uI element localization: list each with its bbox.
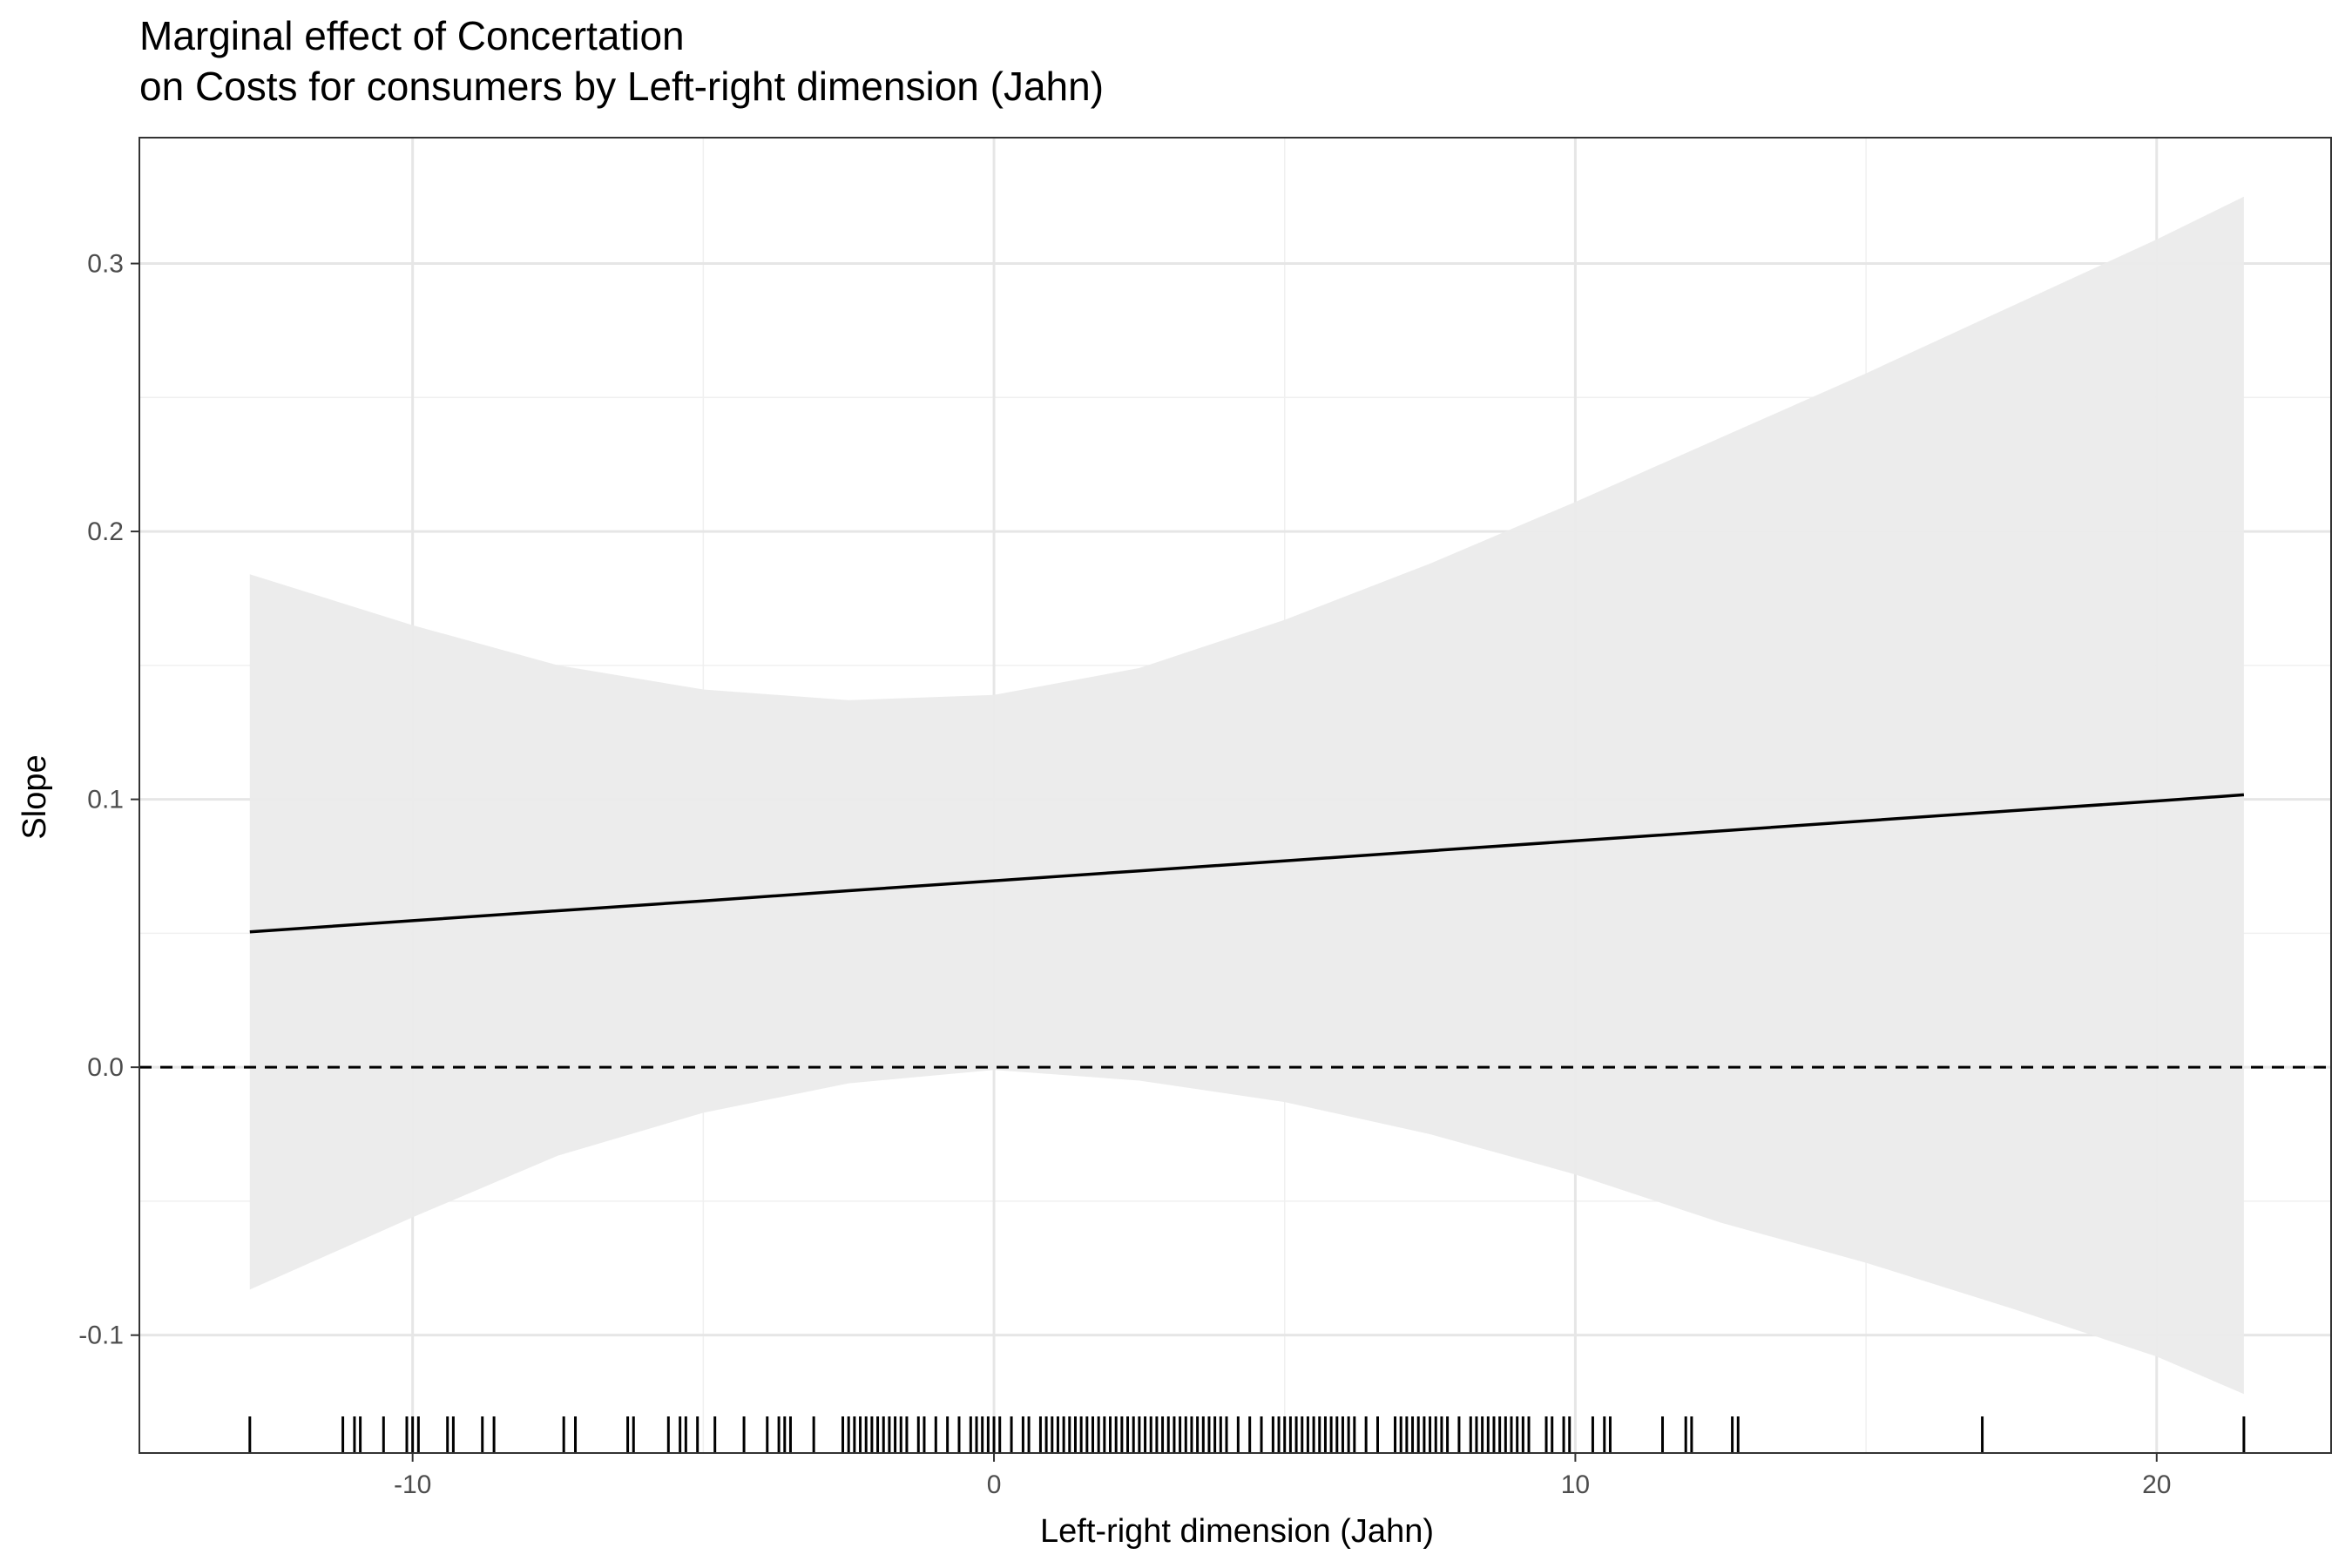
x-axis-ticks: -10 0 10 20	[394, 1453, 2171, 1499]
x-axis-title: Left-right dimension (Jahn)	[1040, 1513, 1434, 1550]
chart-subtitle: on Costs for consumers by Left-right dim…	[139, 64, 1105, 109]
x-tick-label: -10	[394, 1470, 431, 1499]
marginal-effect-line	[249, 793, 2245, 934]
y-tick-label: -0.1	[78, 1321, 124, 1350]
y-tick-label: 0.1	[87, 786, 124, 814]
panel-border	[139, 137, 2332, 1454]
x-tick-label: 10	[1561, 1470, 1590, 1499]
y-tick-label: 0.2	[87, 517, 124, 546]
confidence-band	[249, 196, 2244, 1395]
x-tick-label: 0	[987, 1470, 1002, 1499]
y-tick-label: 0.0	[87, 1053, 124, 1082]
y-axis-ticks: -0.1 0.0 0.1 0.2 0.3	[78, 250, 139, 1350]
y-tick-label: 0.3	[87, 250, 124, 279]
rug-marks	[248, 1416, 2246, 1453]
x-tick-label: 20	[2142, 1470, 2171, 1499]
y-axis-title: Slope	[17, 754, 53, 839]
chart-title: Marginal effect of Concertation	[139, 13, 685, 58]
chart-title-block: Marginal effect of Concertation on Costs…	[139, 10, 1104, 112]
